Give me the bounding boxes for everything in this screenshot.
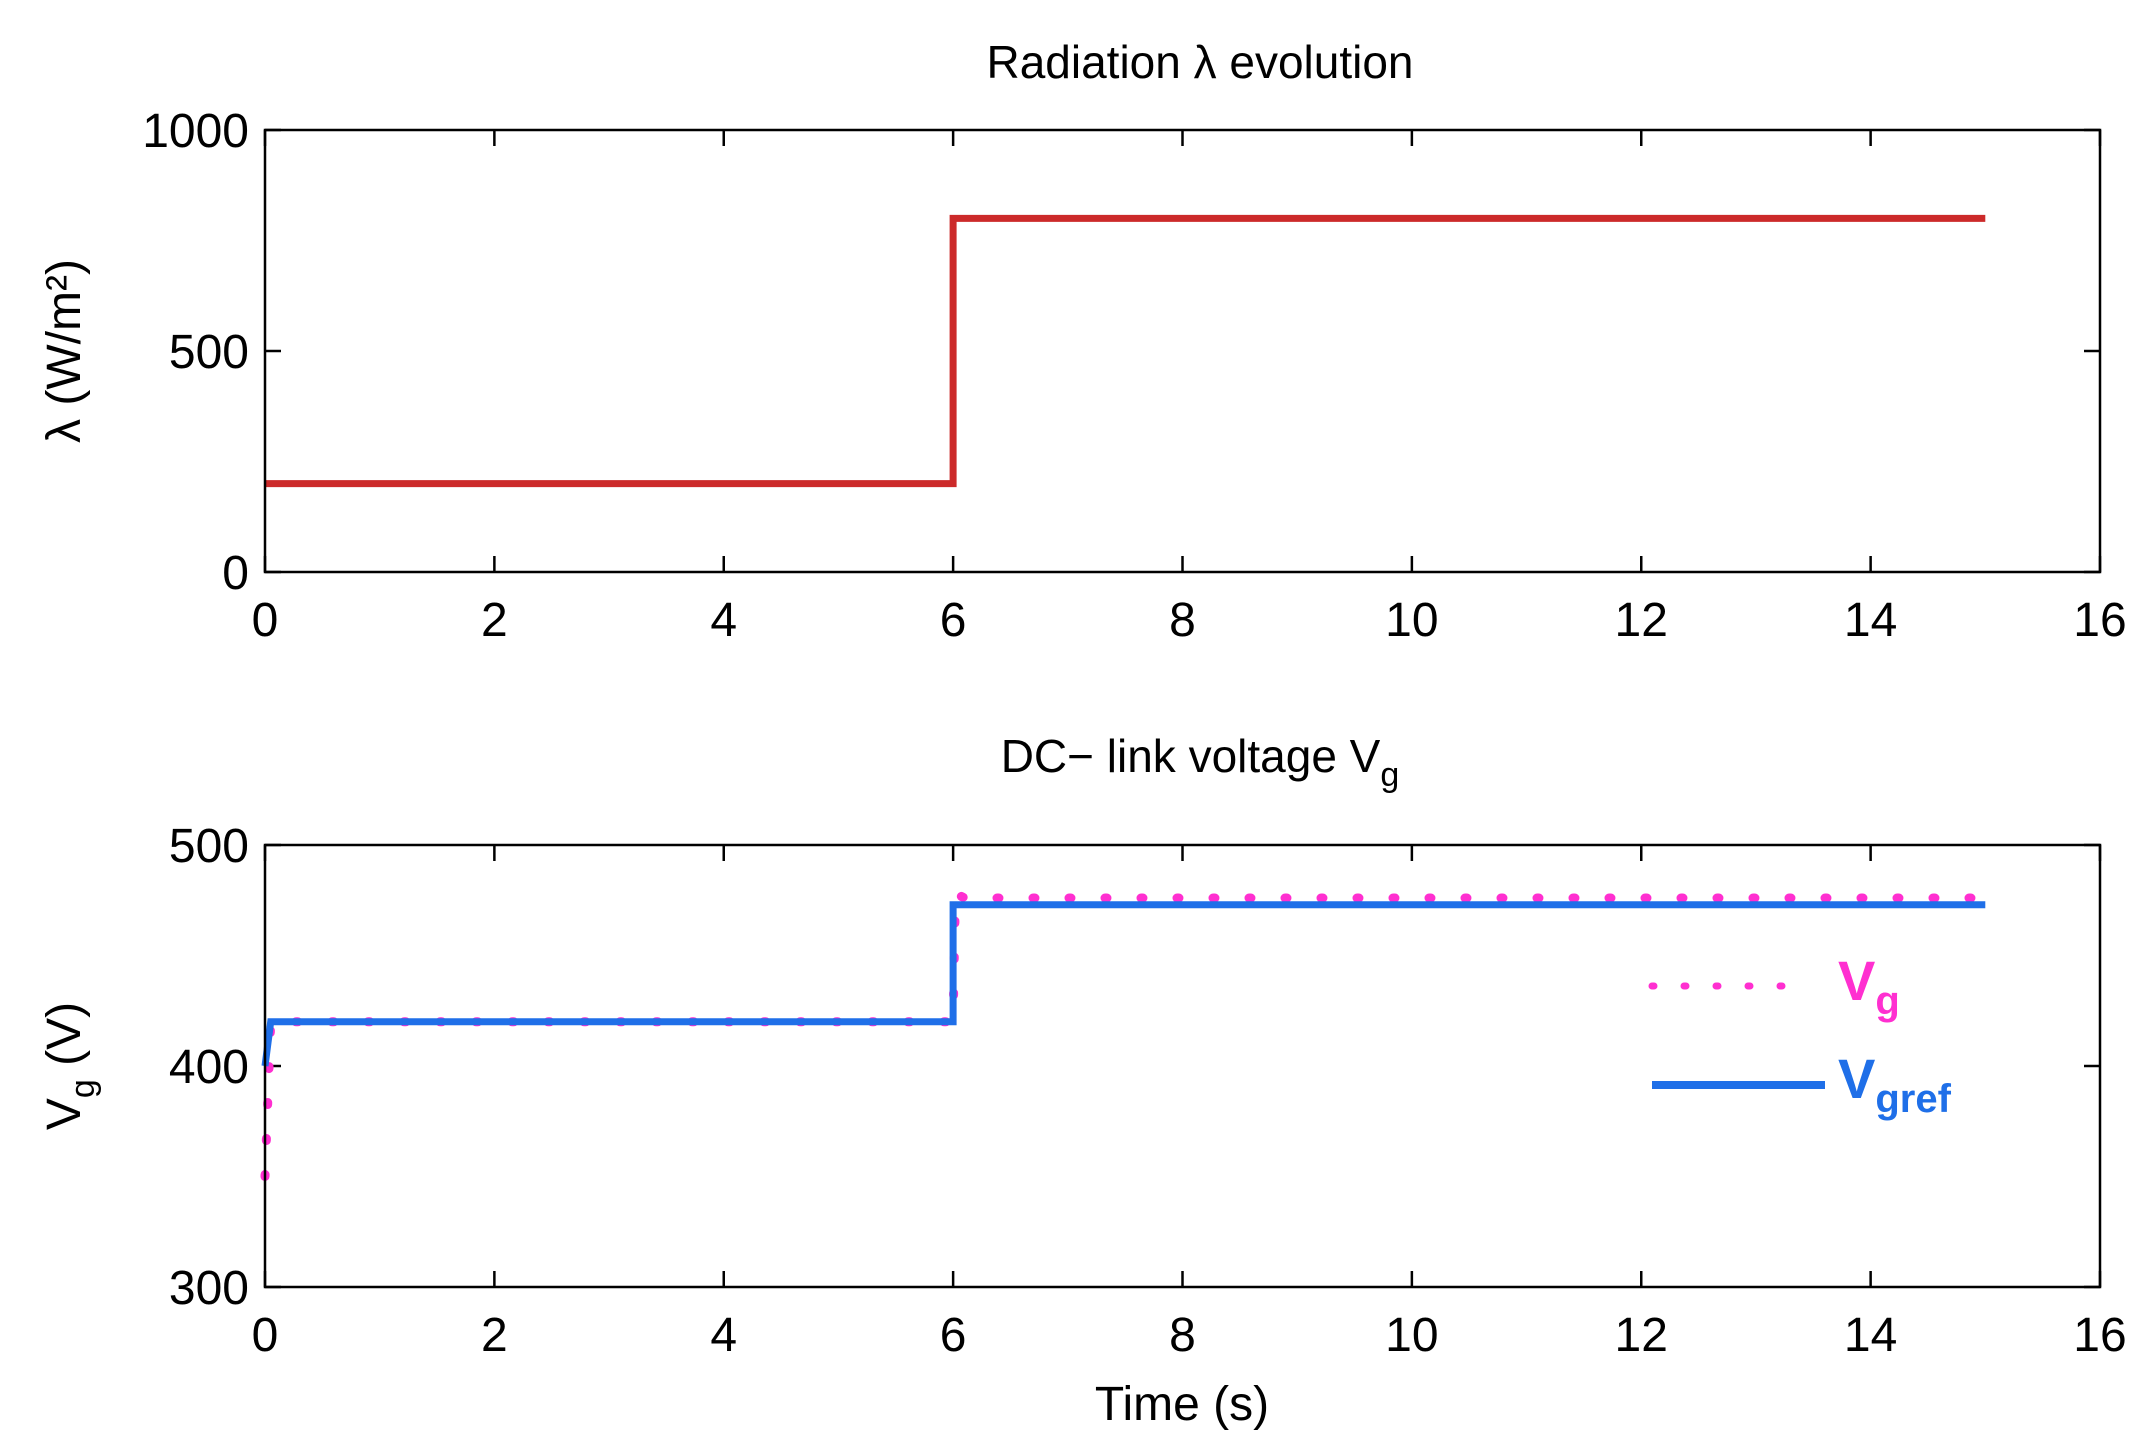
legend-vg-sub: g (1875, 979, 1899, 1023)
chart-voltage-title-sub: g (1380, 756, 1399, 794)
chart-voltage-frame (263, 843, 2102, 1289)
x-tick-label: 8 (1169, 1309, 1196, 1362)
x-tick-label: 14 (1844, 594, 1897, 647)
chart-voltage-ylabel-sub: g (64, 1079, 102, 1098)
y-tick-label: 500 (169, 326, 249, 379)
x-tick-label: 12 (1615, 1309, 1668, 1362)
series-line-0-0 (265, 214, 1986, 488)
chart-voltage-ylabel: Vg (V) (38, 1002, 102, 1130)
series-line-1-0 (260, 886, 1990, 1181)
chart-voltage-legend: Vg Vgref (1648, 949, 1952, 1121)
x-tick-label: 0 (252, 594, 279, 647)
chart-radiation-ticks: 0 2 4 6 8 10 12 14 16 0 500 1000 (142, 105, 2126, 647)
y-tick-label: 500 (169, 820, 249, 873)
chart-voltage-title-main: DC− link voltage V (1001, 730, 1381, 782)
x-tick-label: 14 (1844, 1309, 1897, 1362)
x-tick-label: 12 (1615, 594, 1668, 647)
x-tick-label: 16 (2073, 594, 2126, 647)
chart-radiation-title: Radiation λ evolution (986, 36, 1413, 88)
x-tick-label: 6 (940, 594, 967, 647)
legend-vg-label: Vg (1838, 949, 1900, 1023)
x-tick-label: 4 (710, 594, 737, 647)
x-tick-label: 4 (710, 1309, 737, 1362)
chart-radiation-series (265, 214, 1986, 488)
legend-vgref-label: Vgref (1838, 1047, 1952, 1121)
legend-vg-name: V (1838, 949, 1875, 1012)
y-tick-label: 0 (222, 547, 249, 600)
chart-voltage-ylabel-main: V (38, 1098, 91, 1130)
chart-radiation: Radiation λ evolution 0 2 4 6 8 10 12 14 16 0 500 1… (38, 36, 2127, 647)
chart-voltage-ticks: 0 2 4 6 8 10 12 14 16 300 400 500 (169, 820, 2127, 1362)
x-tick-label: 0 (252, 1309, 279, 1362)
legend-vgref-sub: gref (1875, 1077, 1951, 1121)
chart-voltage-title: DC− link voltage Vg (1001, 730, 1400, 794)
x-tick-label: 8 (1169, 594, 1196, 647)
chart-radiation-ylabel: λ (W/m²) (38, 259, 91, 443)
legend-vgref-name: V (1838, 1047, 1875, 1110)
x-tick-label: 2 (481, 594, 508, 647)
chart-voltage-xlabel: Time (s) (1095, 1378, 1269, 1431)
x-tick-label: 10 (1385, 594, 1438, 647)
y-tick-label: 1000 (142, 105, 249, 158)
chart-radiation-frame (263, 128, 2102, 574)
x-tick-label: 16 (2073, 1309, 2126, 1362)
chart-dc-link-voltage: DC− link voltage Vg 0 2 4 6 8 10 12 14 163004005… (38, 730, 2127, 1431)
series-line-1-1 (261, 901, 1986, 1067)
x-tick-label: 2 (481, 1309, 508, 1362)
chart-voltage-ylabel-unit: (V) (38, 1002, 91, 1079)
y-tick-label: 300 (169, 1262, 249, 1315)
x-tick-label: 6 (940, 1309, 967, 1362)
x-tick-label: 10 (1385, 1309, 1438, 1362)
y-tick-label: 400 (169, 1041, 249, 1094)
chart-voltage-series (260, 886, 1990, 1181)
